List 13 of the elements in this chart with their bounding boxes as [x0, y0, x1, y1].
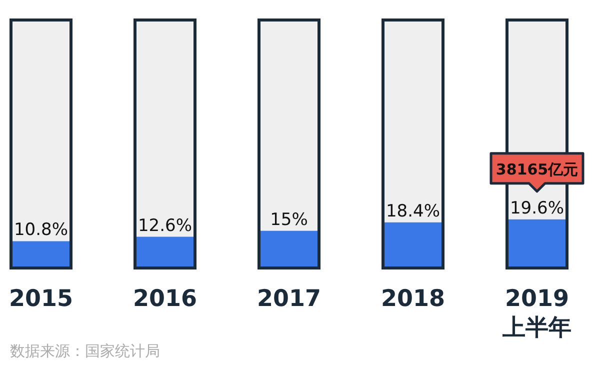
data-label: 12.6%	[138, 216, 192, 236]
x-tick-label: 2017	[256, 286, 322, 312]
annotation: 38165亿元	[496, 160, 578, 178]
data-label: 18.4%	[386, 201, 440, 222]
x-tick-label: 2016	[132, 286, 198, 312]
x-tick-label: 2019 上半年	[502, 286, 572, 341]
data-label: 19.6%	[510, 198, 564, 218]
data-label: 10.8%	[14, 220, 68, 240]
x-tick-label: 2018	[380, 286, 446, 312]
data-label: 15%	[270, 210, 308, 230]
note: 38165亿元	[490, 152, 584, 193]
source-note: 数据来源：国家统计局	[10, 342, 160, 360]
x-tick-label: 2015	[8, 286, 74, 312]
